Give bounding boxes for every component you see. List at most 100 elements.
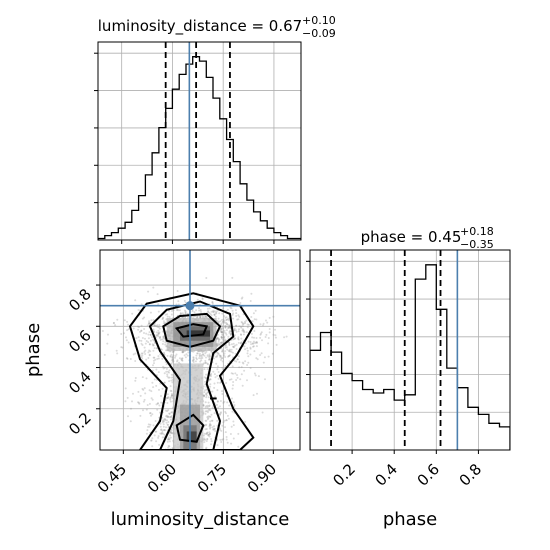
joint-sample bbox=[224, 344, 227, 347]
phase-bin-7 bbox=[384, 389, 395, 450]
joint-sample bbox=[214, 355, 217, 358]
joint-sample bbox=[142, 409, 144, 412]
joint-sample bbox=[158, 324, 161, 326]
joint-sample bbox=[199, 357, 202, 360]
joint-sample bbox=[137, 336, 140, 339]
joint-sample bbox=[163, 337, 165, 340]
joint-sample bbox=[207, 434, 210, 437]
joint-sample bbox=[170, 379, 173, 382]
joint-sample bbox=[160, 348, 163, 351]
joint-sample bbox=[208, 424, 211, 427]
joint-sample bbox=[235, 330, 238, 333]
joint-sample bbox=[274, 334, 277, 337]
joint-sample bbox=[223, 419, 226, 422]
joint-sample bbox=[283, 336, 286, 339]
joint-sample bbox=[169, 396, 172, 399]
joint-sample bbox=[256, 392, 258, 395]
joint-sample bbox=[204, 361, 207, 364]
joint-sample bbox=[159, 338, 162, 341]
joint-sample bbox=[203, 391, 206, 394]
joint-frame bbox=[99, 249, 301, 451]
joint-sample bbox=[205, 410, 208, 413]
joint-sample bbox=[232, 372, 234, 375]
joint-sample bbox=[259, 333, 262, 336]
phase-step-line bbox=[310, 264, 510, 450]
joint-sample bbox=[220, 336, 223, 338]
joint-sample bbox=[184, 312, 187, 315]
joint-sample bbox=[170, 429, 173, 432]
joint-sample bbox=[206, 406, 209, 409]
joint-sample bbox=[206, 354, 209, 357]
joint-sample bbox=[232, 342, 235, 345]
joint-sample bbox=[163, 366, 166, 369]
joint-sample bbox=[220, 341, 223, 344]
joint-sample bbox=[240, 325, 242, 328]
joint-sample bbox=[221, 438, 224, 441]
ld-hist-title-plus: +0.10 bbox=[302, 14, 336, 27]
joint-sample bbox=[196, 316, 199, 319]
joint-sample bbox=[212, 310, 215, 313]
joint-sample bbox=[246, 352, 249, 355]
joint-sample bbox=[253, 350, 256, 353]
phase-bin-18 bbox=[499, 427, 510, 450]
ld-bin-17 bbox=[213, 98, 220, 240]
joint-sample bbox=[141, 337, 144, 339]
joint-sample bbox=[223, 338, 226, 341]
joint-sample bbox=[237, 336, 240, 339]
joint-sample bbox=[232, 384, 234, 387]
joint-sample bbox=[164, 419, 167, 422]
joint-sample bbox=[206, 307, 209, 310]
joint-sample bbox=[140, 356, 143, 359]
joint-sample bbox=[161, 318, 164, 321]
joint-sample bbox=[164, 341, 167, 344]
joint-sample bbox=[225, 419, 228, 422]
joint-sample bbox=[103, 353, 106, 356]
joint-sample bbox=[181, 359, 184, 362]
joint-sample bbox=[225, 436, 228, 438]
joint-sample bbox=[216, 400, 219, 403]
joint-sample bbox=[220, 355, 222, 358]
joint-sample bbox=[155, 403, 158, 406]
joint-sample bbox=[210, 372, 213, 375]
ld-xtick-label-2: 0.75 bbox=[194, 460, 230, 496]
joint-sample bbox=[212, 309, 215, 312]
joint-sample bbox=[203, 354, 206, 357]
joint-sample bbox=[198, 309, 201, 312]
joint-sample bbox=[217, 377, 220, 380]
joint-sample bbox=[147, 290, 150, 293]
joint-sample bbox=[163, 381, 166, 384]
joint-sample bbox=[216, 354, 219, 357]
joint-sample bbox=[267, 355, 270, 358]
joint-sample bbox=[162, 340, 165, 343]
ld-bin-2 bbox=[112, 233, 119, 240]
joint-sample bbox=[241, 329, 244, 332]
joint-sample bbox=[147, 423, 150, 426]
joint-sample bbox=[166, 313, 169, 316]
joint-sample bbox=[242, 362, 245, 365]
joint-sample bbox=[210, 310, 213, 313]
joint-sample bbox=[265, 319, 267, 322]
joint-sample bbox=[101, 330, 104, 332]
phase-bin-16 bbox=[478, 414, 489, 450]
joint-sample bbox=[230, 442, 233, 445]
joint-sample bbox=[127, 323, 130, 326]
joint-sample bbox=[171, 411, 174, 414]
joint-sample bbox=[143, 346, 146, 349]
joint-sample bbox=[201, 357, 204, 359]
joint-sample bbox=[233, 334, 236, 337]
joint-sample bbox=[147, 351, 150, 354]
joint-sample bbox=[204, 380, 207, 383]
joint-sample bbox=[161, 338, 164, 341]
joint-sample bbox=[161, 317, 164, 320]
joint-sample bbox=[169, 431, 172, 434]
joint-sample bbox=[226, 441, 229, 444]
joint-sample bbox=[208, 353, 211, 356]
joint-sample bbox=[219, 438, 222, 441]
joint-sample bbox=[252, 345, 254, 348]
joint-sample bbox=[132, 327, 135, 330]
joint-sample bbox=[222, 340, 225, 343]
joint-sample bbox=[150, 439, 153, 442]
joint-sample bbox=[232, 346, 235, 349]
joint-sample bbox=[160, 428, 163, 431]
joint-sample bbox=[233, 337, 236, 340]
